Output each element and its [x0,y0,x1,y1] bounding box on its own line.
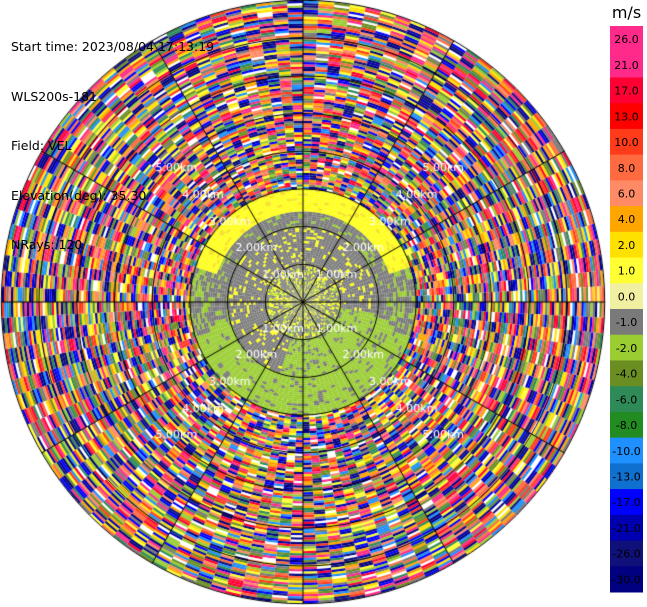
colorbar-swatch [610,51,643,78]
plot-info: Start time: 2023/08/04 17:13:19 WLS200s-… [11,6,214,270]
colorbar-swatch [610,463,643,490]
colorbar-tick-label: 21.0 [614,59,639,72]
field-name: Field: VEL [11,138,72,153]
colorbar-tick-label: -21.0 [612,522,640,535]
colorbar-tick-label: -8.0 [616,419,637,432]
colorbar-swatch [610,103,643,130]
colorbar-swatch [610,77,643,104]
colorbar-swatch [610,437,643,464]
colorbar-tick-label: 8.0 [618,162,636,175]
colorbar-swatch [610,180,643,207]
colorbar-tick-label: 1.0 [618,265,636,278]
colorbar-tick-label: 0.0 [618,290,636,303]
colorbar-swatch [610,283,643,310]
colorbar-swatch [610,231,643,259]
colorbar-swatch [610,154,643,181]
start-time: Start time: 2023/08/04 17:13:19 [11,39,215,54]
colorbar-swatch [610,26,643,53]
colorbar-tick-label: -13.0 [612,471,640,484]
colorbar-tick-label: 4.0 [618,213,636,226]
colorbar-tick-label: 13.0 [614,110,639,123]
colorbar-swatch [610,489,643,516]
nrays: NRays: 120 [11,237,83,252]
instrument-name: WLS200s-181 [11,88,97,104]
colorbar-tick-label: -26.0 [612,548,640,561]
colorbar-swatch [610,566,643,593]
colorbar-tick-label: -30.0 [612,573,640,586]
colorbar-tick-label: 2.0 [618,239,636,252]
elevation: Elevation(deg): 35.30 [11,187,147,203]
colorbar-swatch [610,514,643,542]
colorbar-tick-label: -10.0 [612,445,640,458]
colorbar-swatch [610,386,643,413]
colorbar-tick-label: -1.0 [616,316,637,329]
colorbar-tick-label: 10.0 [614,136,639,149]
colorbar-swatch [610,360,643,387]
colorbar-swatch [610,128,643,156]
colorbar-tick-label: -17.0 [612,496,640,509]
colorbar-tick-label: 26.0 [614,33,639,46]
colorbar-unit: m/s [612,3,641,22]
colorbar-tick-label: -4.0 [616,368,637,381]
colorbar-swatch [610,411,643,439]
colorbar-tick-label: 6.0 [618,188,636,201]
colorbar-swatch [610,334,643,361]
colorbar-swatch [610,540,643,567]
colorbar-tick-label: 17.0 [614,85,639,98]
colorbar-swatch [610,206,643,233]
colorbar-tick-label: -2.0 [616,342,637,355]
colorbar-swatch [610,309,643,336]
colorbar-swatch [610,257,643,284]
colorbar-tick-label: -6.0 [616,393,637,406]
